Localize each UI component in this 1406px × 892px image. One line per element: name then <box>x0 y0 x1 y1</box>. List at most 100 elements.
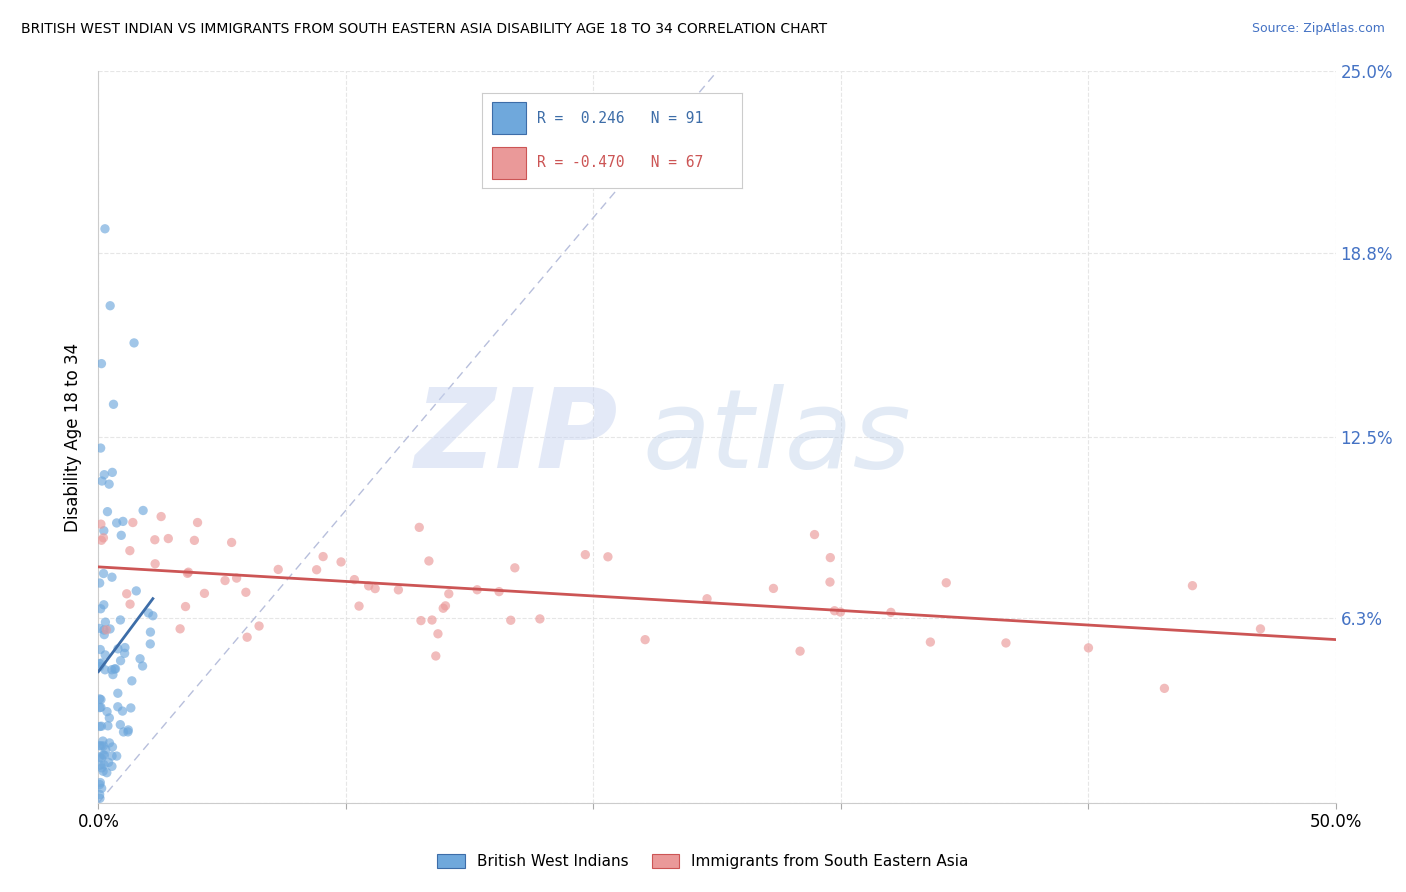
Point <box>90 719 112 733</box>
Point <box>1153 681 1175 696</box>
Point <box>347 599 370 613</box>
Point <box>121 516 143 530</box>
Point <box>98 711 121 725</box>
Point <box>93 748 115 763</box>
Point <box>142 608 165 623</box>
Point <box>98 736 121 750</box>
Point <box>437 587 460 601</box>
Point <box>139 637 162 651</box>
Point <box>247 619 270 633</box>
Point <box>143 557 166 571</box>
Point <box>93 467 115 482</box>
Point <box>132 503 155 517</box>
Point <box>150 509 173 524</box>
Point <box>111 704 134 718</box>
Point <box>409 614 432 628</box>
Point <box>90 517 112 532</box>
Point <box>1181 579 1204 593</box>
Point <box>117 725 139 739</box>
Point <box>131 659 153 673</box>
Point <box>434 599 457 613</box>
Point <box>115 587 138 601</box>
Point <box>90 781 112 796</box>
Point <box>89 657 111 671</box>
FancyBboxPatch shape <box>492 102 526 134</box>
Point <box>89 692 111 706</box>
Point <box>101 570 124 584</box>
Point <box>214 574 236 588</box>
Point <box>143 533 166 547</box>
Point <box>101 739 124 754</box>
Point <box>90 601 112 615</box>
Point <box>529 612 551 626</box>
Point <box>432 601 454 615</box>
Point <box>235 585 257 599</box>
Point <box>122 335 145 350</box>
Point <box>1077 640 1099 655</box>
Point <box>96 505 118 519</box>
Point <box>90 751 112 765</box>
Point <box>120 597 142 611</box>
Point <box>187 516 209 530</box>
Point <box>818 575 841 590</box>
Point <box>89 750 111 764</box>
Point <box>1249 622 1271 636</box>
Point <box>465 582 488 597</box>
Point <box>696 591 718 606</box>
Point <box>225 571 247 585</box>
FancyBboxPatch shape <box>492 146 526 179</box>
Point <box>90 441 112 455</box>
Point <box>117 723 139 737</box>
Point <box>174 599 197 614</box>
Point <box>93 757 115 772</box>
Point <box>90 533 112 548</box>
Point <box>101 749 124 764</box>
Point <box>96 765 118 780</box>
Point <box>305 563 328 577</box>
Point <box>90 692 112 706</box>
Point <box>89 775 111 789</box>
Point <box>105 516 128 530</box>
Point <box>503 561 526 575</box>
Point <box>97 756 120 770</box>
Point <box>93 524 115 538</box>
Point <box>129 652 152 666</box>
Point <box>89 758 111 772</box>
Point <box>94 743 117 757</box>
Text: R = -0.470   N = 67: R = -0.470 N = 67 <box>537 155 703 170</box>
Point <box>596 549 619 564</box>
Point <box>91 764 114 779</box>
Point <box>114 640 136 655</box>
Point <box>221 535 243 549</box>
Point <box>110 528 132 542</box>
Point <box>574 548 596 562</box>
Point <box>994 636 1017 650</box>
Point <box>90 357 112 371</box>
Point <box>920 635 942 649</box>
Point <box>408 520 430 534</box>
Point <box>425 648 447 663</box>
Text: R =  0.246   N = 91: R = 0.246 N = 91 <box>537 111 703 126</box>
Point <box>343 573 366 587</box>
Point <box>193 586 215 600</box>
Point <box>357 579 380 593</box>
Legend: British West Indians, Immigrants from South Eastern Asia: British West Indians, Immigrants from So… <box>432 848 974 875</box>
Point <box>98 299 121 313</box>
Text: atlas: atlas <box>643 384 911 491</box>
Point <box>100 663 122 677</box>
Point <box>177 565 200 579</box>
Point <box>94 221 117 235</box>
Point <box>101 466 124 480</box>
Point <box>139 625 162 640</box>
Point <box>105 749 128 764</box>
Point <box>90 739 112 753</box>
Point <box>91 734 114 748</box>
Point <box>364 582 387 596</box>
Point <box>420 613 443 627</box>
Point <box>488 584 510 599</box>
Point <box>312 549 335 564</box>
Point <box>114 646 136 660</box>
Point <box>94 615 117 629</box>
Point <box>93 531 115 545</box>
Point <box>112 725 135 739</box>
